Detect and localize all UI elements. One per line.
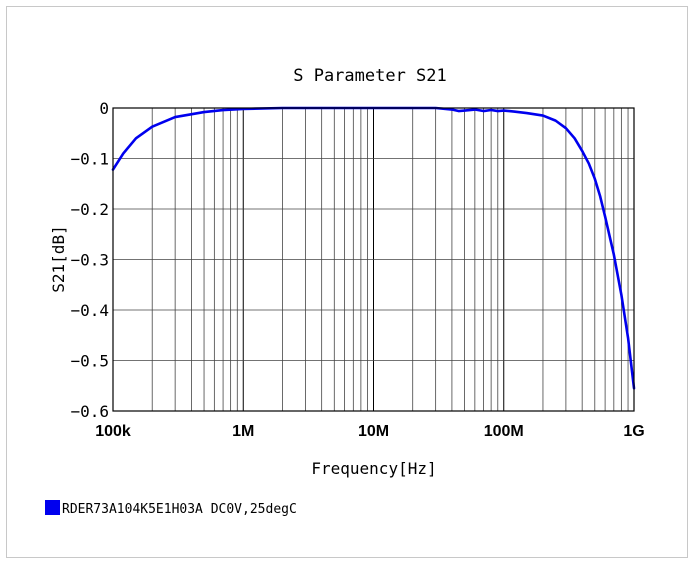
x-tick-label: 100k (95, 423, 131, 440)
y-tick-label: −0.3 (70, 251, 109, 270)
series-layer (111, 106, 636, 390)
y-tick-labels: 0 −0.1 −0.2 −0.3 −0.4 −0.5 −0.6 (70, 99, 109, 421)
x-tick-label: 1M (232, 423, 254, 440)
y-tick-label: −0.4 (70, 301, 109, 320)
x-tick-labels: 100k 1M 10M 100M 1G (95, 423, 644, 440)
series-line (111, 106, 636, 390)
y-axis-label: S21[dB] (49, 225, 68, 292)
y-tick-label: −0.5 (70, 352, 109, 371)
x-tick-label: 100M (484, 423, 524, 440)
y-tick-label: −0.1 (70, 150, 109, 169)
chart-panel (6, 6, 688, 558)
legend: RDER73A104K5E1H03A DC0V,25degC (45, 500, 297, 517)
legend-swatch (45, 500, 60, 515)
x-tick-label: 10M (358, 423, 389, 440)
y-tick-label: 0 (99, 99, 109, 118)
x-axis-label: Frequency[Hz] (311, 459, 436, 478)
y-tick-label: −0.2 (70, 200, 109, 219)
x-tick-label: 1G (623, 423, 644, 440)
legend-label: RDER73A104K5E1H03A DC0V,25degC (62, 502, 297, 517)
plot-border (112, 107, 635, 412)
grid-lines (112, 107, 634, 412)
chart-title: S Parameter S21 (293, 66, 447, 86)
y-tick-label: −0.6 (70, 402, 109, 421)
